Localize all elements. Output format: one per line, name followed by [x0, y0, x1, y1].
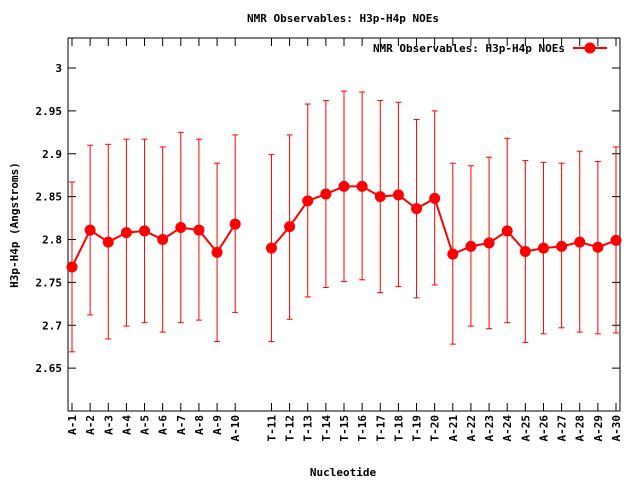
x-tick-label: A-24	[501, 415, 514, 442]
x-tick-label: A-4	[120, 415, 133, 435]
data-point	[519, 246, 531, 258]
x-tick-label: T-18	[392, 415, 405, 442]
x-tick-label: A-28	[574, 415, 587, 442]
legend-label: NMR Observables: H3p-H4p NOEs	[373, 42, 565, 55]
data-point	[120, 227, 132, 239]
data-point	[356, 180, 368, 192]
x-axis-label: Nucleotide	[310, 466, 377, 479]
data-point	[592, 241, 604, 253]
y-tick-label: 2.85	[36, 191, 63, 204]
data-point	[265, 242, 277, 254]
x-tick-label: A-5	[139, 415, 152, 435]
data-point	[229, 218, 241, 230]
x-tick-label: A-2	[84, 415, 97, 435]
data-point	[429, 192, 441, 204]
data-point	[320, 188, 332, 200]
x-tick-label: T-20	[429, 415, 442, 442]
x-tick-label: T-15	[338, 415, 351, 442]
data-point	[574, 236, 586, 248]
y-tick-label: 3	[55, 62, 62, 75]
x-tick-label: A-22	[465, 415, 478, 442]
y-tick-label: 2.7	[42, 319, 62, 332]
x-tick-label: A-6	[157, 415, 170, 435]
x-tick-label: A-30	[610, 415, 623, 442]
data-point	[84, 224, 96, 236]
x-ticks: A-1 A-2 A-3 A-4 A-5 A-6 A-7 A-8 A-9 A-10 T-11 T-12 T…	[66, 38, 623, 442]
series-line	[71, 223, 237, 268]
x-tick-label: T-11	[265, 415, 278, 442]
y-axis-label: H3p-H4p (Angstroms)	[8, 162, 21, 288]
x-tick-label: T-12	[284, 415, 297, 442]
x-tick-label: A-26	[537, 415, 550, 442]
plot-frame	[67, 37, 621, 412]
x-tick-label: A-3	[102, 415, 115, 435]
data-point	[102, 236, 114, 248]
x-tick-label: A-8	[193, 415, 206, 435]
data-point	[338, 180, 350, 192]
data-point	[501, 225, 513, 237]
x-tick-label: T-13	[302, 415, 315, 442]
chart-title: NMR Observables: H3p-H4p NOEs	[247, 12, 439, 25]
legend: NMR Observables: H3p-H4p NOEs	[373, 42, 607, 55]
data-point	[157, 234, 169, 246]
data-points	[66, 180, 622, 273]
x-tick-label: T-16	[356, 415, 369, 442]
data-point	[302, 195, 314, 207]
y-tick-label: 2.9	[42, 148, 62, 161]
data-point	[66, 261, 78, 273]
x-tick-label: A-9	[211, 415, 224, 435]
y-ticks: 2.65 2.7 2.75 2.8 2.85 2.9 2.95 3	[36, 62, 620, 375]
data-point	[139, 225, 151, 237]
data-point	[392, 189, 404, 201]
x-tick-label: A-23	[483, 415, 496, 442]
x-tick-label: A-27	[556, 415, 569, 442]
x-tick-label: A-29	[592, 415, 605, 442]
legend-marker	[584, 42, 596, 54]
error-bars	[69, 90, 619, 353]
data-point	[374, 191, 386, 203]
data-point	[483, 237, 495, 249]
x-tick-label: A-21	[447, 415, 460, 442]
data-point	[447, 248, 459, 260]
y-tick-label: 2.95	[36, 105, 63, 118]
x-tick-label: A-10	[229, 415, 242, 442]
data-point	[610, 234, 622, 246]
data-point	[193, 224, 205, 236]
data-point	[465, 240, 477, 252]
x-tick-label: T-14	[320, 415, 333, 442]
x-tick-label: A-25	[519, 415, 532, 442]
data-point	[537, 242, 549, 254]
data-point	[211, 246, 223, 258]
y-tick-label: 2.8	[42, 234, 62, 247]
x-tick-label: T-19	[411, 415, 424, 442]
x-tick-label: T-17	[374, 415, 387, 442]
y-tick-label: 2.65	[36, 362, 63, 375]
data-point	[175, 222, 187, 234]
y-tick-label: 2.75	[36, 276, 63, 289]
x-tick-label: A-1	[66, 415, 79, 435]
data-point	[284, 221, 296, 233]
data-point	[411, 203, 423, 215]
data-point	[556, 240, 568, 252]
x-tick-label: A-7	[175, 415, 188, 435]
